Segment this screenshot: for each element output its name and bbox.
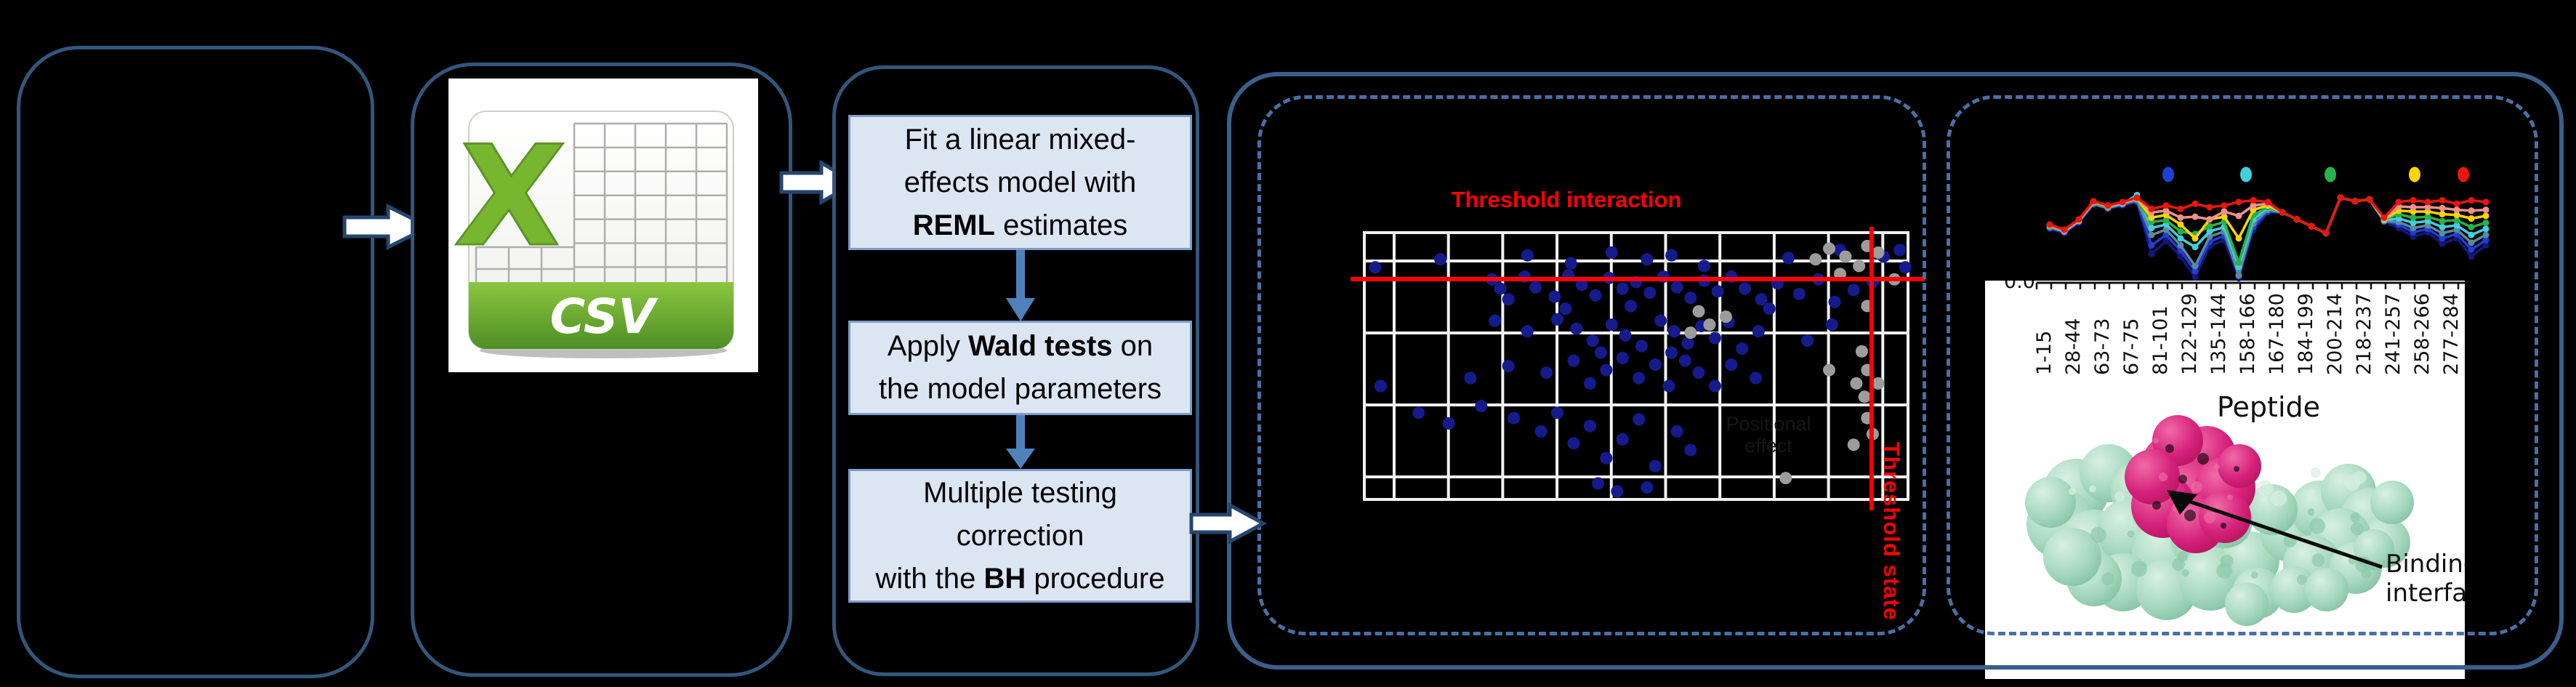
x-axis-title: Peptide <box>2216 391 2321 423</box>
flow-step-line: the model parameters <box>878 373 1162 405</box>
threshold-scatter-plot <box>1351 227 1925 510</box>
scatter-title: Threshold interaction <box>1451 187 1682 212</box>
legend-dot-cyan <box>2240 166 2252 182</box>
flow-step-line: Fit a linear mixed- <box>904 123 1136 156</box>
x-axis <box>2035 281 2465 289</box>
binding-arrow-icon <box>2167 490 2383 569</box>
input-box <box>17 46 374 678</box>
flow-arrow-icon <box>342 203 433 251</box>
legend-dot-red <box>2458 166 2469 182</box>
scatter-faint-line2: effect <box>1744 435 1792 457</box>
csv-file-icon: X CSV <box>448 79 758 372</box>
peptide-line-chart <box>2046 166 2490 282</box>
flow-arrow-icon <box>1189 502 1268 545</box>
down-arrow-icon <box>1006 250 1035 321</box>
csv-letter-x: X <box>451 116 569 277</box>
scatter-faint-line1: Positional <box>1726 413 1811 435</box>
binding-interface-label: Binding interface <box>2386 550 2465 608</box>
flow-step-line: with the BH procedure <box>875 562 1165 595</box>
y-tick-label: 0.0 <box>2004 281 2035 293</box>
csv-grid <box>469 122 733 349</box>
peptide-results-image: 0.0 1-15 28-44 63-73 67-75 81-101 122-129 135-… <box>1985 281 2465 679</box>
protein-structure-image <box>2025 415 2414 626</box>
series-red <box>2046 194 2490 237</box>
flow-step-line: effects model with <box>903 166 1137 198</box>
csv-band <box>469 282 733 349</box>
flow-step-line: correction <box>956 519 1084 552</box>
flow-step-line: Multiple testing <box>923 476 1117 509</box>
binding-interface-line2: interface <box>2386 579 2465 608</box>
flow-step-wald: Apply Wald tests on the model parameters <box>848 321 1192 415</box>
csv-band-label: CSV <box>550 289 659 345</box>
binding-interface-line1: Binding <box>2386 550 2465 579</box>
scatter-faint-label: Positional effect <box>1685 413 1852 457</box>
flow-step-reml: Fit a linear mixed-effects model with REM… <box>848 115 1192 250</box>
down-arrow-icon <box>1006 415 1035 469</box>
legend-dot-green <box>2325 166 2336 182</box>
flow-step-line: Apply Wald tests on <box>887 330 1154 362</box>
legend-dot-blue <box>2162 166 2174 182</box>
flow-step-bh: Multiple testing correction with the BH pr… <box>848 469 1192 603</box>
threshold-state-label: Threshold state <box>1879 442 1904 621</box>
flow-step-line: REML estimates <box>912 209 1128 241</box>
legend-dot-yellow <box>2409 166 2420 182</box>
